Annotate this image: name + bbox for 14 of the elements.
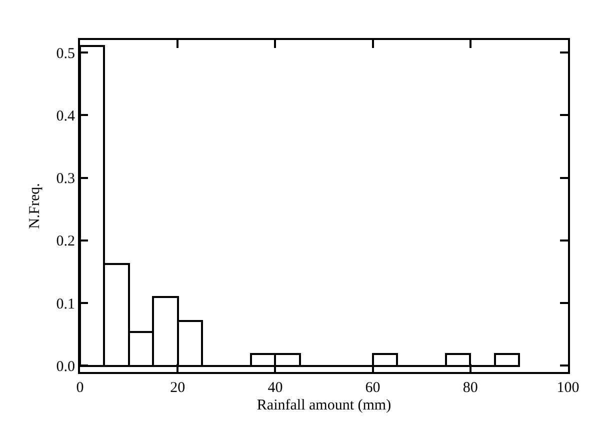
x-tick-label: 100	[556, 380, 580, 396]
y-tick-label: 0.0	[56, 358, 75, 375]
y-tick-label: 0.3	[56, 171, 75, 188]
y-tick-label: 0.5	[56, 46, 75, 62]
x-axis-title: Rainfall amount (mm)	[256, 398, 392, 414]
x-tick-label: 60	[365, 380, 380, 396]
x-tick-label: 80	[462, 380, 478, 396]
x-tick-label: 0	[76, 380, 84, 396]
x-tick-label: 20	[170, 380, 186, 396]
y-tick-label: 0.4	[56, 108, 76, 124]
x-tick-label: 40	[268, 380, 283, 396]
y-tick-label: 0.2	[56, 234, 75, 250]
y-tick-label: 0.1	[56, 296, 75, 312]
y-axis-title: N.Freq.	[27, 183, 43, 229]
